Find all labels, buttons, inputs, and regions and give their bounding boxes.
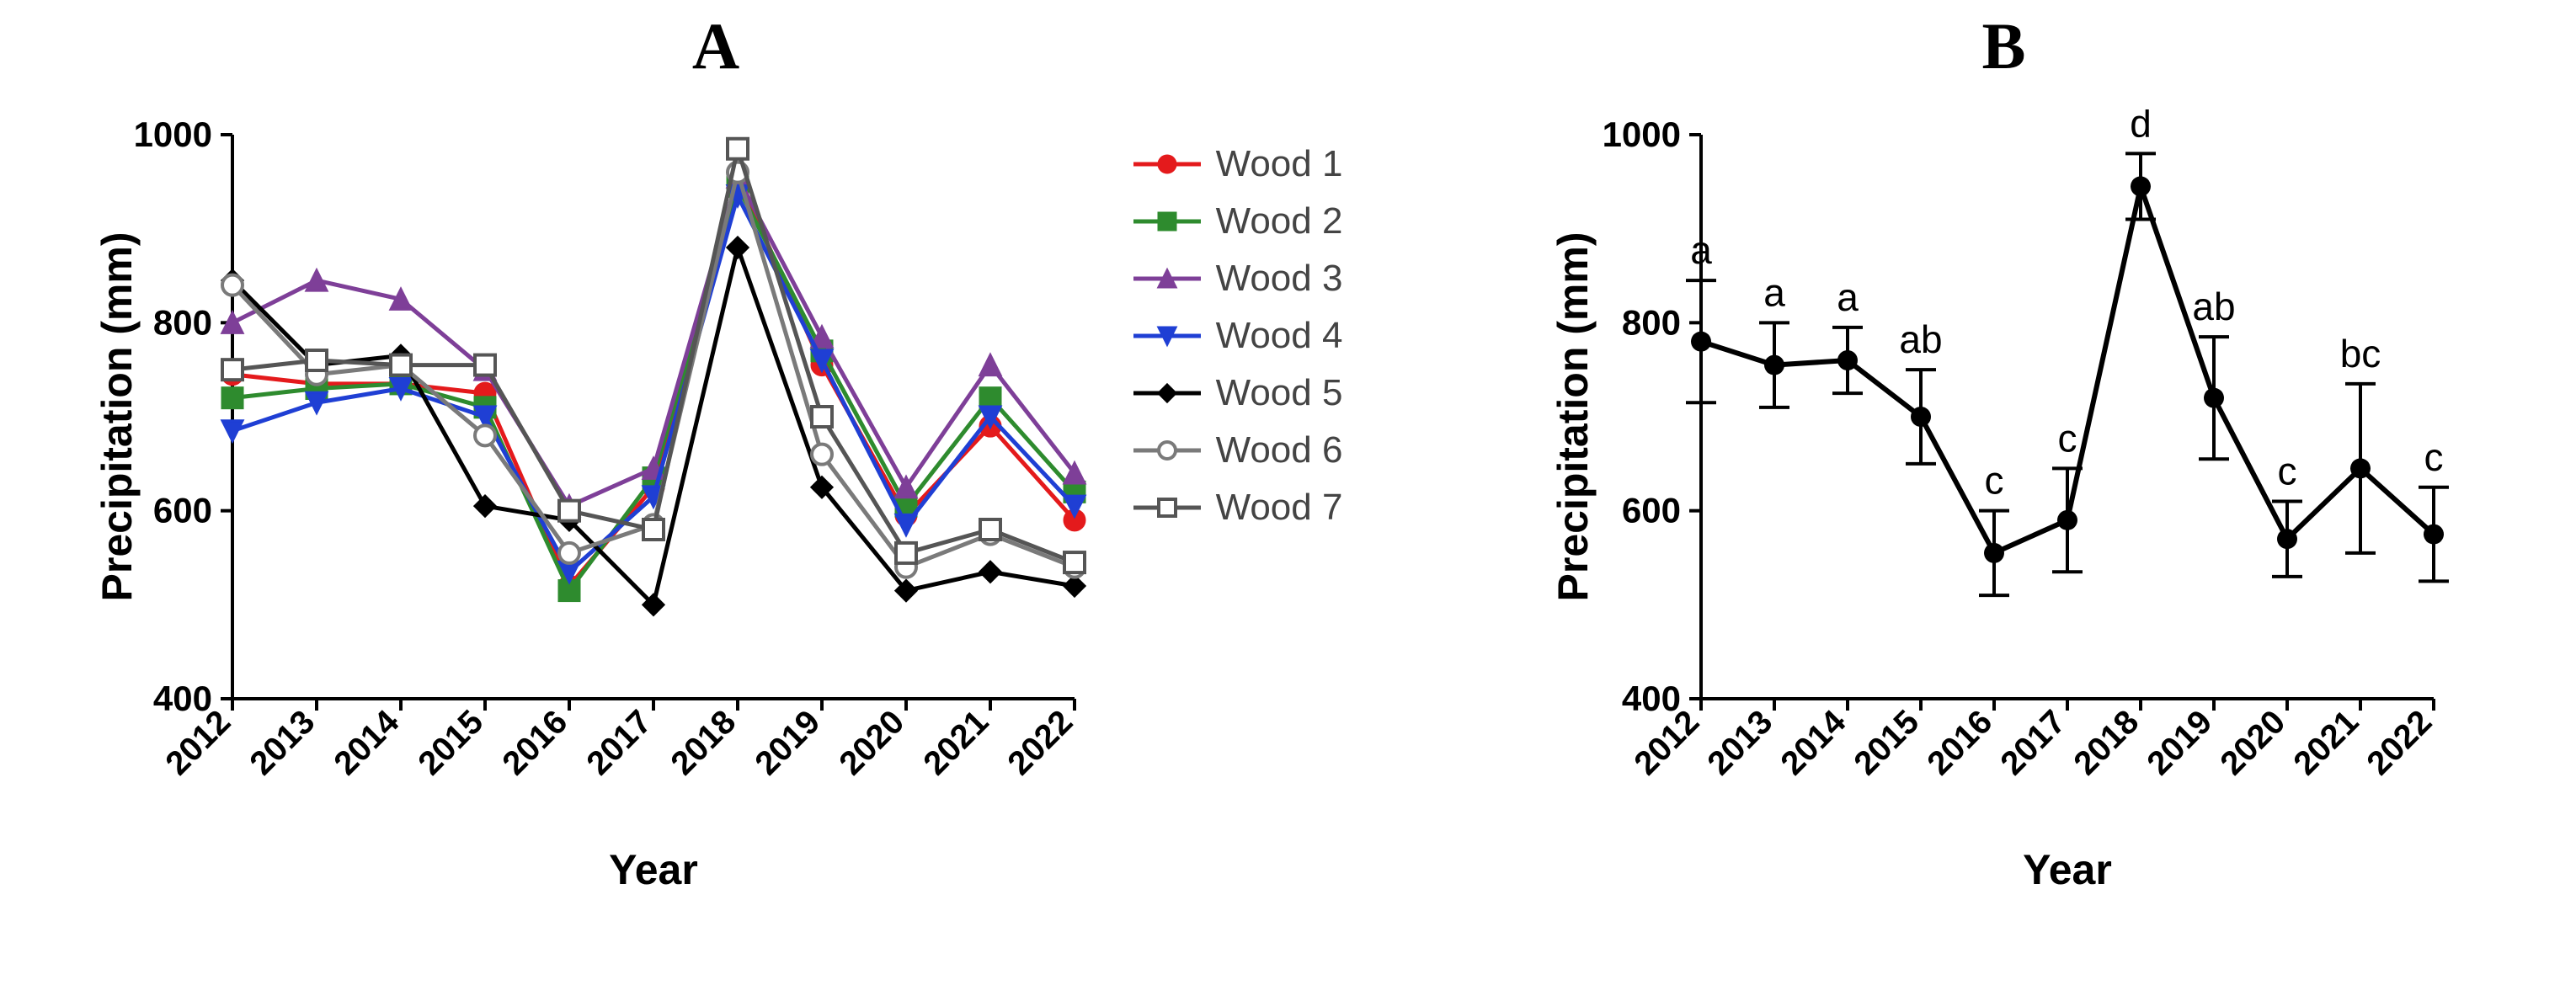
legend-item: Wood 7	[1133, 487, 1343, 529]
legend-label: Wood 6	[1216, 429, 1343, 471]
legend-item: Wood 5	[1133, 372, 1343, 414]
panel-a-row: 4006008001000201220132014201520162017201…	[89, 109, 1343, 909]
legend-item: Wood 3	[1133, 258, 1343, 300]
svg-text:2021: 2021	[916, 703, 995, 782]
svg-text:2018: 2018	[664, 703, 743, 782]
svg-text:2020: 2020	[832, 703, 911, 782]
svg-text:ab: ab	[2192, 285, 2235, 328]
legend-label: Wood 2	[1216, 200, 1343, 242]
svg-text:2022: 2022	[1000, 703, 1080, 782]
panel-b-title: B	[1981, 8, 2025, 84]
svg-text:2022: 2022	[2360, 703, 2439, 782]
svg-text:c: c	[2277, 450, 2296, 493]
svg-text:2015: 2015	[411, 703, 490, 782]
svg-text:2017: 2017	[579, 703, 659, 782]
svg-text:2016: 2016	[1920, 703, 1999, 782]
legend-label: Wood 1	[1216, 143, 1343, 185]
panel-b-plot: 4006008001000201220132014201520162017201…	[1541, 109, 2467, 909]
svg-text:c: c	[1984, 459, 2003, 503]
svg-text:a: a	[1837, 275, 1859, 319]
svg-text:2021: 2021	[2286, 703, 2365, 782]
svg-text:2015: 2015	[1847, 703, 1926, 782]
figure: A 40060080010002012201320142015201620172…	[0, 0, 2576, 985]
legend-label: Wood 3	[1216, 258, 1343, 300]
panel-a-legend: Wood 1 Wood 2 Wood 3 Wood 4 Wood 5 Wood 6 Wood…	[1133, 143, 1343, 544]
svg-text:2019: 2019	[748, 703, 827, 782]
svg-text:800: 800	[153, 302, 212, 342]
svg-text:2016: 2016	[495, 703, 574, 782]
svg-text:Year: Year	[609, 846, 698, 893]
svg-text:2019: 2019	[2140, 703, 2219, 782]
svg-text:2014: 2014	[1773, 703, 1853, 783]
svg-text:c: c	[2424, 435, 2443, 479]
legend-label: Wood 5	[1216, 372, 1343, 414]
svg-text:ab: ab	[1899, 317, 1942, 361]
svg-text:a: a	[1690, 228, 1712, 272]
svg-text:600: 600	[1621, 491, 1680, 530]
svg-text:a: a	[1763, 270, 1785, 314]
svg-text:2020: 2020	[2213, 703, 2292, 782]
legend-item: Wood 6	[1133, 429, 1343, 471]
panel-a: A 40060080010002012201320142015201620172…	[0, 0, 1432, 985]
svg-text:600: 600	[153, 491, 212, 530]
legend-label: Wood 4	[1216, 315, 1343, 357]
svg-text:d: d	[2130, 109, 2152, 145]
legend-item: Wood 1	[1133, 143, 1343, 185]
legend-item: Wood 2	[1133, 200, 1343, 242]
svg-text:2013: 2013	[1700, 703, 1779, 782]
panel-b: B 40060080010002012201320142015201620172…	[1432, 0, 2576, 985]
svg-text:c: c	[2057, 416, 2077, 460]
legend-label: Wood 7	[1216, 487, 1343, 529]
svg-text:1000: 1000	[133, 114, 211, 154]
svg-text:2018: 2018	[2067, 703, 2146, 782]
panel-a-title: A	[692, 8, 739, 84]
svg-text:Precipitation (mm): Precipitation (mm)	[93, 232, 141, 602]
panel-a-plot: 4006008001000201220132014201520162017201…	[89, 109, 1100, 909]
svg-text:800: 800	[1621, 302, 1680, 342]
svg-text:2013: 2013	[243, 703, 322, 782]
svg-text:bc: bc	[2339, 332, 2381, 375]
svg-text:Year: Year	[2023, 846, 2112, 893]
svg-text:2014: 2014	[327, 703, 407, 783]
legend-item: Wood 4	[1133, 315, 1343, 357]
svg-text:Precipitation (mm): Precipitation (mm)	[1549, 232, 1597, 602]
svg-text:1000: 1000	[1602, 114, 1680, 154]
svg-text:2017: 2017	[1993, 703, 2072, 782]
